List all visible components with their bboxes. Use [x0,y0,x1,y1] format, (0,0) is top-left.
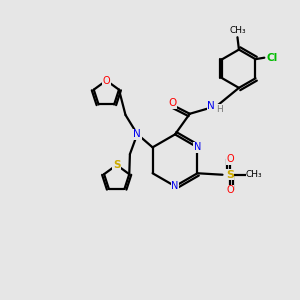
Text: S: S [113,160,120,170]
Text: O: O [168,98,176,109]
Text: CH₃: CH₃ [246,170,262,179]
Text: N: N [171,181,179,191]
Text: CH₃: CH₃ [229,26,246,35]
Text: Cl: Cl [267,53,278,63]
Text: O: O [226,185,234,195]
Text: H: H [216,105,223,114]
Text: N: N [134,129,141,139]
Text: N: N [194,142,201,152]
Text: O: O [226,154,234,164]
Text: O: O [103,76,110,85]
Text: S: S [226,170,234,180]
Text: N: N [207,101,215,111]
